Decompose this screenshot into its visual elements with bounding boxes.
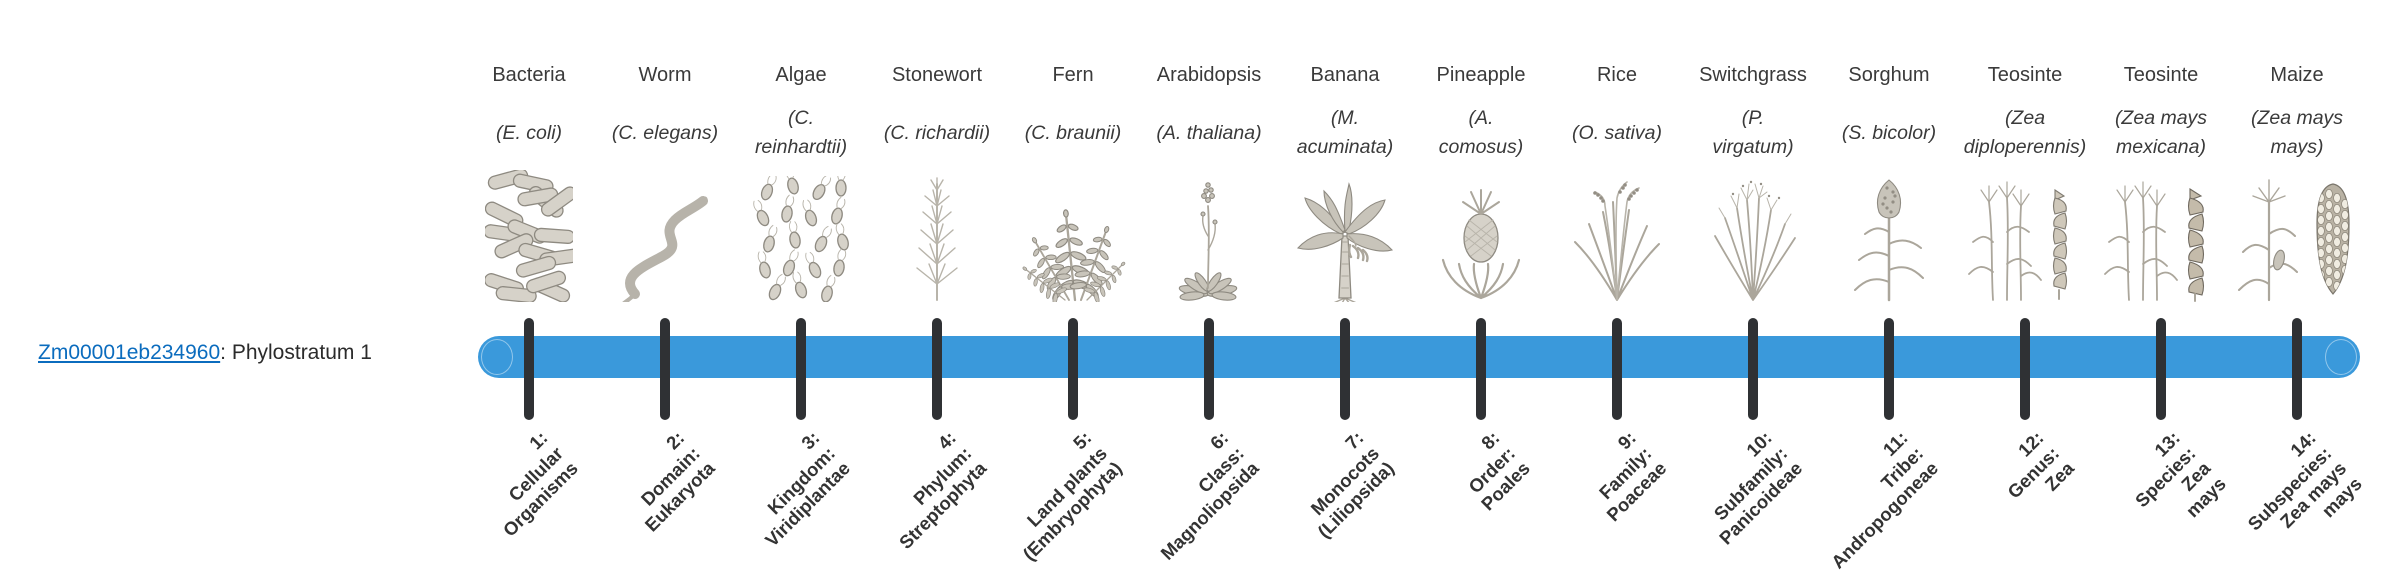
- organism-name: Teosinte: [1987, 64, 2063, 86]
- organism-sci-name: (Zea diploperennis): [1963, 107, 2087, 158]
- gene-phylostratum-text: : Phylostratum 1: [220, 341, 372, 364]
- organism-sci-name: (Zea mays mays): [2250, 107, 2344, 158]
- timeline-tick: [524, 318, 534, 420]
- organism-sci-name: (C. elegans): [611, 121, 719, 144]
- timeline-bar: [478, 336, 2360, 378]
- stage-label: 11: Tribe: Andropogoneae: [1827, 427, 1943, 573]
- timeline-tick: [2292, 318, 2302, 420]
- timeline-tick: [932, 318, 942, 420]
- stage-label: 3: Kingdom: Viridiplantae: [761, 427, 855, 551]
- timeline-tick: [1204, 318, 1214, 420]
- organism-name: Algae: [775, 64, 827, 86]
- maize-icon: [2231, 170, 2363, 302]
- timeline-tick: [1884, 318, 1894, 420]
- stage-label: 14: Subspecies: Zea mays mays: [2243, 427, 2366, 535]
- timeline-tick: [1476, 318, 1486, 420]
- timeline-tick: [660, 318, 670, 420]
- organism-sci-name: (S. bicolor): [1841, 121, 1937, 144]
- fern-icon: [1007, 170, 1139, 302]
- timeline-tick: [2156, 318, 2166, 420]
- organism-sci-name: (C. braunii): [1024, 121, 1122, 144]
- switchgrass-icon: [1687, 170, 1819, 302]
- organism-sci-name: (M. acuminata): [1296, 107, 1394, 158]
- stage-label: 12: Genus: Zea: [2003, 427, 2079, 503]
- stage-label: 2: Domain: Eukaryota: [635, 427, 719, 536]
- organism-name: Fern: [1052, 64, 1094, 86]
- organism-sci-name: (P. virgatum): [1712, 107, 1794, 158]
- bar-right-cap-highlight: [2325, 339, 2357, 375]
- stage-label: 4: Phylum: Streptophyta: [894, 427, 991, 553]
- teosinte-diploperennis-icon: [1959, 170, 2091, 302]
- timeline-tick: [1068, 318, 1078, 420]
- teosinte-mexicana-icon: [2095, 170, 2227, 302]
- organism-name: Sorghum: [1848, 64, 1930, 86]
- organism-sci-name: (C. reinhardtii): [754, 107, 848, 158]
- timeline-tick: [2020, 318, 2030, 420]
- stage-label: 8: Order: Poales: [1464, 427, 1535, 515]
- organism-name: Rice: [1596, 64, 1637, 86]
- stage-label: 13: Species: Zea mays: [2130, 427, 2230, 521]
- stage-label: 10: Subfamily: Panicoideae: [1709, 427, 1807, 549]
- gene-link[interactable]: Zm00001eb234960: [38, 341, 221, 364]
- organism-name: Pineapple: [1436, 64, 1526, 86]
- sorghum-icon: [1823, 170, 1955, 302]
- worm-icon: [599, 170, 731, 302]
- organism-name: Teosinte: [2123, 64, 2199, 86]
- organism-name: Maize: [2270, 64, 2324, 86]
- rice-icon: [1551, 170, 1683, 302]
- gene-label: Zm00001eb234960: Phylostratum 1: [38, 341, 372, 365]
- timeline-tick: [1612, 318, 1622, 420]
- stage-label: 5: Land plants (Embryophyta): [1019, 427, 1127, 565]
- organism-sci-name: (C. richardii): [883, 121, 991, 144]
- organism-name: Worm: [638, 64, 692, 86]
- banana-icon: [1279, 170, 1411, 302]
- timeline-tick: [1340, 318, 1350, 420]
- organism-name: Arabidopsis: [1156, 64, 1262, 86]
- organism-name: Switchgrass: [1699, 64, 1807, 86]
- organism-sci-name: (E. coli): [495, 121, 563, 144]
- organism-name: Banana: [1310, 64, 1380, 86]
- bar-left-cap-highlight: [481, 339, 513, 375]
- algae-icon: [735, 170, 867, 302]
- organism-name: Stonewort: [891, 64, 983, 86]
- organism-sci-name: (A. comosus): [1438, 107, 1524, 158]
- stage-label: 7: Monocots (Liliopsida): [1306, 427, 1399, 543]
- pineapple-icon: [1415, 170, 1547, 302]
- timeline-tick: [796, 318, 806, 420]
- stage-label: 9: Family: Poaceae: [1594, 427, 1671, 526]
- organism-name: Bacteria: [492, 64, 566, 86]
- bacteria-icon: [463, 170, 595, 302]
- organism-sci-name: (Zea mays mexicana): [2114, 107, 2208, 158]
- timeline-tick: [1748, 318, 1758, 420]
- organism-sci-name: (O. sativa): [1572, 121, 1662, 144]
- stage-label: 6: Class: Magnoliopsida: [1155, 427, 1263, 564]
- organism-sci-name: (A. thaliana): [1156, 121, 1262, 144]
- stage-label: 1: Cellular Organisms: [499, 427, 583, 541]
- arabidopsis-icon: [1143, 170, 1275, 302]
- stonewort-icon: [871, 170, 1003, 302]
